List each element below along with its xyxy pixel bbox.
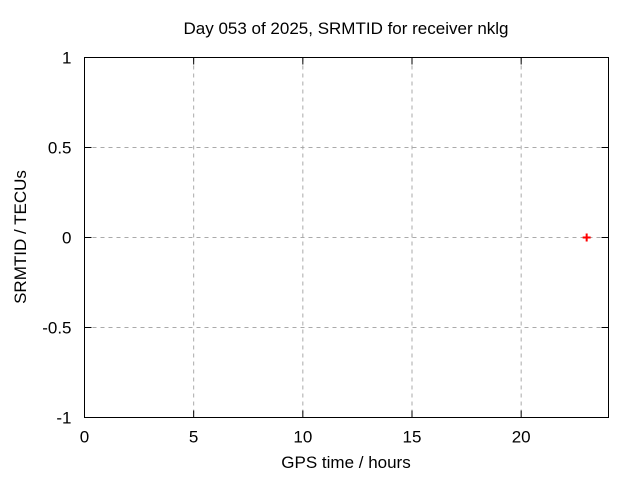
y-tick-label: 0.5 <box>48 139 72 158</box>
y-tick-label: 1 <box>62 49 71 68</box>
y-tick-label: 0 <box>62 229 71 248</box>
x-tick-label: 10 <box>293 428 312 447</box>
data-point-marker <box>582 233 591 242</box>
x-tick-label: 15 <box>403 428 422 447</box>
x-tick-label: 0 <box>80 428 89 447</box>
plot-area: 0 5 10 15 20 -1 -0.5 0 0.5 1 <box>42 49 609 447</box>
chart-title: Day 053 of 2025, SRMTID for receiver nkl… <box>183 19 508 38</box>
y-tick-label: -1 <box>56 409 71 428</box>
x-tick-label: 20 <box>512 428 531 447</box>
y-axis-label: SRMTID / TECUs <box>11 170 30 304</box>
x-tick-label: 5 <box>189 428 198 447</box>
plot-border <box>84 57 609 418</box>
x-axis-label: GPS time / hours <box>281 453 410 472</box>
y-tick-label: -0.5 <box>42 319 71 338</box>
